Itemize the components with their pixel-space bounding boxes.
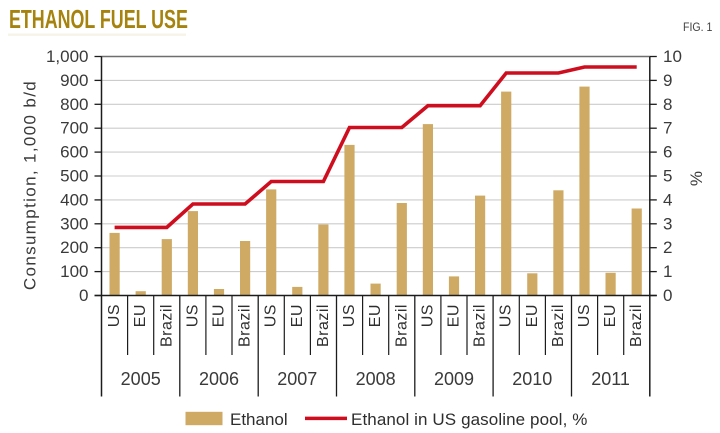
svg-text:9: 9 bbox=[663, 71, 672, 90]
svg-text:2006: 2006 bbox=[199, 369, 239, 389]
svg-text:US: US bbox=[576, 304, 593, 327]
svg-text:US: US bbox=[184, 304, 201, 327]
svg-text:200: 200 bbox=[60, 238, 88, 257]
svg-text:100: 100 bbox=[60, 262, 88, 281]
svg-text:0: 0 bbox=[79, 286, 88, 305]
svg-text:EU: EU bbox=[602, 304, 619, 327]
svg-text:600: 600 bbox=[60, 143, 88, 162]
svg-text:Brazil: Brazil bbox=[472, 304, 489, 347]
svg-text:Brazil: Brazil bbox=[628, 304, 645, 347]
svg-text:2009: 2009 bbox=[434, 369, 474, 389]
svg-text:10: 10 bbox=[663, 47, 682, 66]
svg-text:1: 1 bbox=[663, 262, 672, 281]
svg-text:400: 400 bbox=[60, 190, 88, 209]
svg-text:4: 4 bbox=[663, 190, 672, 209]
svg-text:Brazil: Brazil bbox=[393, 304, 410, 347]
svg-text:EU: EU bbox=[367, 304, 384, 327]
svg-text:500: 500 bbox=[60, 167, 88, 186]
svg-text:EU: EU bbox=[289, 304, 306, 327]
svg-text:US: US bbox=[106, 304, 123, 327]
svg-text:EU: EU bbox=[211, 304, 228, 327]
svg-text:2010: 2010 bbox=[512, 369, 552, 389]
svg-text:EU: EU bbox=[446, 304, 463, 327]
svg-text:2007: 2007 bbox=[277, 369, 317, 389]
svg-text:5: 5 bbox=[663, 167, 672, 186]
svg-text:300: 300 bbox=[60, 214, 88, 233]
svg-text:1,000: 1,000 bbox=[46, 47, 89, 66]
svg-text:Brazil: Brazil bbox=[550, 304, 567, 347]
svg-text:900: 900 bbox=[60, 71, 88, 90]
svg-text:3: 3 bbox=[663, 214, 672, 233]
svg-text:US: US bbox=[498, 304, 515, 327]
svg-text:6: 6 bbox=[663, 143, 672, 162]
svg-text:Ethanol: Ethanol bbox=[230, 410, 288, 429]
svg-text:Brazil: Brazil bbox=[237, 304, 254, 347]
svg-text:EU: EU bbox=[132, 304, 149, 327]
svg-text:2008: 2008 bbox=[356, 369, 396, 389]
svg-text:800: 800 bbox=[60, 95, 88, 114]
svg-text:7: 7 bbox=[663, 119, 672, 138]
svg-text:EU: EU bbox=[524, 304, 541, 327]
svg-text:US: US bbox=[263, 304, 280, 327]
svg-text:Brazil: Brazil bbox=[158, 304, 175, 347]
svg-text:Consumption, 1,000 b/d: Consumption, 1,000 b/d bbox=[21, 80, 40, 290]
svg-text:US: US bbox=[341, 304, 358, 327]
svg-text:8: 8 bbox=[663, 95, 672, 114]
svg-text:0: 0 bbox=[663, 286, 672, 305]
svg-text:Brazil: Brazil bbox=[315, 304, 332, 347]
svg-text:%: % bbox=[687, 171, 706, 186]
svg-text:2011: 2011 bbox=[591, 369, 630, 389]
svg-text:2005: 2005 bbox=[121, 369, 161, 389]
svg-text:2: 2 bbox=[663, 238, 672, 257]
svg-text:700: 700 bbox=[60, 119, 88, 138]
svg-text:Ethanol in US gasoline pool, %: Ethanol in US gasoline pool, % bbox=[351, 410, 587, 429]
svg-text:US: US bbox=[419, 304, 436, 327]
